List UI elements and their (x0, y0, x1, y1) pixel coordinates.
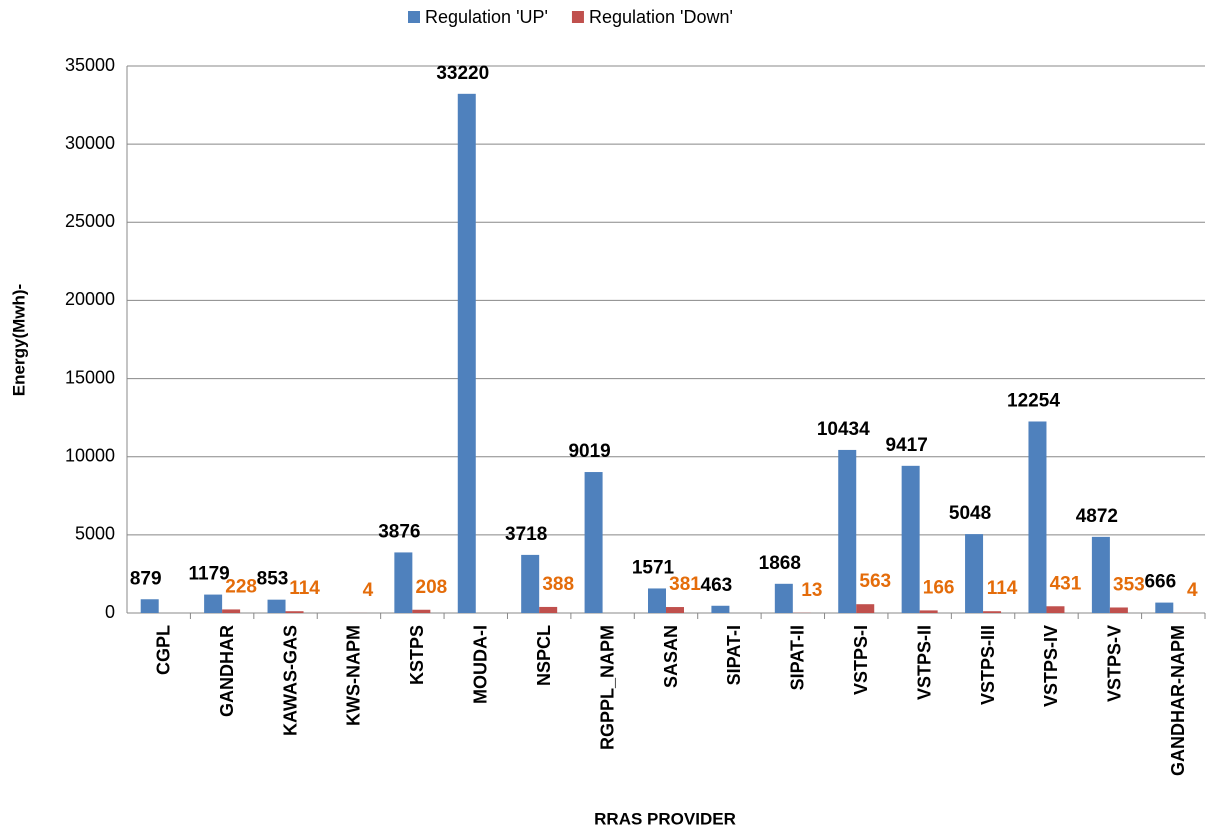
x-tick-label: VSTPS-I (851, 625, 871, 695)
data-label: 13 (801, 580, 822, 601)
x-tick-label: SIPAT-I (724, 625, 744, 685)
y-tick-label: 25000 (65, 211, 115, 231)
bar (1046, 606, 1065, 613)
bar (412, 609, 431, 613)
bar (919, 610, 938, 613)
bar (539, 606, 558, 613)
data-label: 353 (1113, 574, 1145, 595)
data-label: 208 (416, 577, 448, 598)
bar (204, 594, 223, 613)
data-label: 228 (225, 576, 257, 597)
x-tick-label: MOUDA-I (471, 625, 491, 704)
bar (856, 604, 875, 613)
bar (1091, 536, 1110, 613)
x-tick-label: SIPAT-II (788, 625, 808, 690)
bar (711, 605, 730, 613)
x-tick-label: GANDHAR (217, 625, 237, 717)
y-tick-label: 10000 (65, 445, 115, 465)
data-label: 3718 (505, 524, 547, 545)
bar (285, 611, 304, 613)
x-tick-label: SASAN (661, 625, 681, 688)
y-tick-label: 15000 (65, 367, 115, 387)
bar (140, 599, 159, 613)
bar (774, 583, 793, 613)
bar (267, 599, 286, 613)
data-label: 3876 (378, 521, 420, 542)
data-label: 463 (701, 575, 733, 596)
legend-label: Regulation 'UP' (425, 7, 548, 27)
data-label: 1571 (632, 557, 675, 578)
bar (584, 472, 603, 613)
y-tick-label: 5000 (75, 524, 115, 544)
data-label: 853 (257, 569, 289, 590)
x-tick-label: VSTPS-IV (1041, 625, 1061, 707)
data-label: 1868 (759, 553, 801, 574)
y-tick-label: 35000 (65, 55, 115, 75)
x-tick-label: GANDHAR-NAPM (1168, 625, 1188, 776)
bar (965, 534, 984, 613)
bar (648, 588, 666, 613)
y-axis-title: Energy(Mwh)- (9, 284, 28, 396)
data-label: 388 (542, 574, 574, 595)
x-tick-label: VSTPS-III (978, 625, 998, 705)
x-tick-label: RGPPL_NAPM (597, 625, 617, 750)
data-label: 4 (363, 580, 374, 601)
x-tick-label: KWS-NAPM (344, 625, 364, 726)
y-tick-label: 20000 (65, 289, 115, 309)
data-label: 9019 (568, 441, 610, 462)
data-label: 1179 (189, 564, 230, 585)
legend-swatch (408, 11, 420, 23)
bar (666, 607, 684, 613)
data-label: 9417 (886, 435, 928, 456)
data-label: 4 (1187, 580, 1198, 601)
x-axis-title: RRAS PROVIDER (594, 809, 736, 828)
data-label: 666 (1144, 572, 1176, 593)
data-label: 431 (1050, 573, 1082, 594)
bar (1028, 421, 1047, 613)
legend-swatch (571, 11, 584, 23)
bar (521, 554, 540, 613)
data-label: 12254 (1007, 391, 1060, 412)
x-tick-label: KSTPS (407, 625, 427, 685)
data-label: 879 (130, 568, 162, 589)
x-tick-label: VSTPS-II (914, 625, 934, 700)
y-tick-label: 0 (105, 602, 115, 622)
data-label: 381 (669, 574, 701, 595)
y-tick-label: 30000 (65, 133, 115, 153)
data-label: 33220 (436, 63, 489, 84)
data-label: 10434 (817, 419, 870, 440)
bar (394, 552, 413, 613)
data-label: 114 (289, 578, 320, 599)
data-label: 5048 (949, 503, 991, 524)
legend-label: Regulation 'Down' (589, 7, 733, 27)
x-tick-label: VSTPS-V (1105, 625, 1125, 702)
data-label: 4872 (1076, 506, 1118, 527)
data-label: 166 (923, 577, 955, 598)
bar (838, 449, 857, 613)
bar (1155, 602, 1174, 613)
data-label: 563 (859, 571, 891, 592)
bar (457, 93, 476, 614)
bar (222, 609, 241, 613)
bar (901, 465, 920, 613)
x-tick-label: CGPL (153, 625, 173, 675)
data-label: 114 (987, 578, 1018, 599)
x-tick-label: NSPCL (534, 625, 554, 686)
bar (983, 611, 1002, 613)
bar (1109, 607, 1128, 613)
x-tick-label: KAWAS-GAS (280, 625, 300, 736)
